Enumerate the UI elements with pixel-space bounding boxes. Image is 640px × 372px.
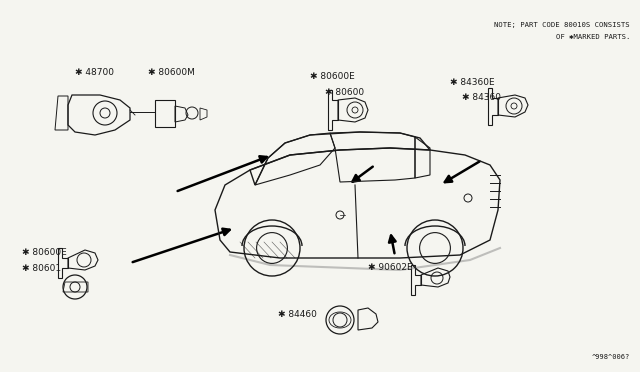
Text: ^998^006?: ^998^006? [592,354,630,360]
Text: ✱ 84360E: ✱ 84360E [450,78,495,87]
Text: ✱ 90602E: ✱ 90602E [368,263,413,272]
Text: OF ✱MARKED PARTS.: OF ✱MARKED PARTS. [556,34,630,40]
Text: NOTE; PART CODE 80010S CONSISTS: NOTE; PART CODE 80010S CONSISTS [494,22,630,28]
Text: ✱ 80600E: ✱ 80600E [310,72,355,81]
Text: ✱ 48700: ✱ 48700 [75,68,114,77]
Text: ✱ 80600: ✱ 80600 [325,88,364,97]
Text: ✱ 80601: ✱ 80601 [22,264,61,273]
Text: ✱ 84460: ✱ 84460 [278,310,317,319]
Text: ✱ 84360: ✱ 84360 [462,93,501,102]
Text: ✱ 80600M: ✱ 80600M [148,68,195,77]
Text: ✱ 80600E: ✱ 80600E [22,248,67,257]
